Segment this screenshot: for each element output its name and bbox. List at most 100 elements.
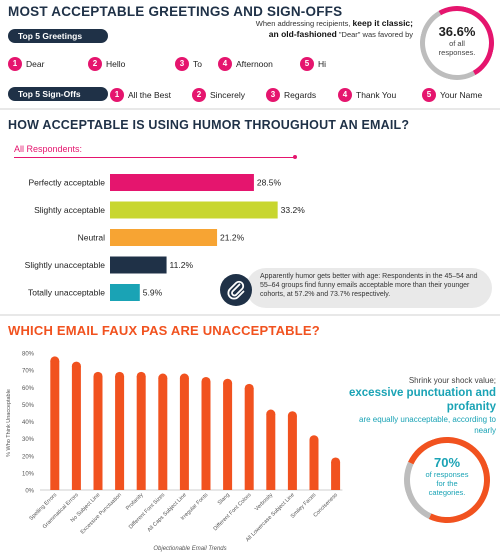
y-tick-label: 20%	[22, 454, 35, 460]
faux-pas-bar	[136, 376, 146, 490]
x-tick-label: Different Font Colors	[213, 492, 253, 532]
greetings-label: Top 5 Greetings	[8, 29, 108, 43]
faux-pas-bar-cap	[158, 373, 168, 383]
faux-pas-note-line1: Shrink your shock value;	[408, 376, 496, 385]
signoff-item: 1 All the Best	[110, 87, 171, 102]
faux-pas-bar	[93, 376, 103, 490]
y-tick-label: 80%	[22, 352, 35, 358]
faux-pas-bar-cap	[93, 371, 103, 381]
divider-2	[0, 314, 500, 316]
greeting-item: 5 Hi	[300, 56, 326, 71]
stat-label-seventy-2: for the	[436, 479, 458, 488]
humor-bar-chart: Perfectly acceptable 28.5% Slightly accept…	[25, 174, 306, 301]
faux-pas-bar	[71, 366, 81, 490]
humor-subtitle: All Respondents:	[14, 144, 83, 154]
signoff-rank-badge: 3	[266, 87, 280, 102]
stat-ring-content: 36.6% of all responses.	[420, 6, 494, 80]
faux-pas-note-bold: excessive punctuation and profanity	[349, 387, 496, 413]
humor-value-label: 5.9%	[143, 288, 163, 298]
stat-label-dear-2: responses.	[438, 48, 476, 57]
faux-pas-bar	[179, 378, 189, 490]
signoff-text: All the Best	[128, 89, 171, 100]
humor-category-label: Slightly unacceptable	[25, 260, 106, 270]
greeting-text: Dear	[26, 58, 45, 69]
humor-category-label: Totally unacceptable	[28, 288, 105, 298]
faux-pas-bar	[287, 415, 297, 490]
greeting-text: To	[193, 58, 202, 69]
faux-pas-note-line2: are equally unacceptable, according to n…	[359, 415, 496, 435]
humor-bar	[110, 256, 167, 274]
faux-pas-bar	[50, 360, 60, 490]
faux-pas-bar	[309, 439, 319, 490]
signoff-rank-badge: 4	[338, 87, 352, 102]
faux-pas-bar-cap	[179, 373, 189, 383]
divider-1	[0, 108, 500, 110]
signoff-item: 4 Thank You	[338, 87, 396, 102]
y-tick-label: 0%	[25, 489, 34, 495]
faux-pas-bar	[266, 414, 276, 490]
faux-pas-bar-cap	[115, 371, 125, 381]
x-tick-label: Slang	[217, 492, 231, 506]
humor-value-label: 28.5%	[257, 178, 282, 188]
faux-pas-bar-cap	[71, 361, 81, 371]
faux-pas-bar	[158, 378, 168, 490]
classic-note-prefix: When addressing recipients,	[255, 19, 351, 28]
signoff-rank-badge: 2	[192, 87, 206, 102]
y-axis-label: % Who Think Unacceptable	[6, 389, 12, 457]
signoff-item: 5 Your Name	[422, 87, 482, 102]
greeting-text: Hi	[318, 58, 327, 69]
greeting-rank-badge: 3	[175, 56, 189, 71]
faux-pas-bar-cap	[244, 383, 254, 393]
greeting-rank-badge: 2	[88, 56, 102, 71]
subtitle-rule	[14, 157, 296, 158]
x-tick-label: Verbosity	[254, 492, 274, 512]
paperclip-icon	[220, 274, 252, 306]
signoff-text: Sincerely	[210, 89, 245, 100]
greeting-rank-badge: 5	[300, 56, 314, 71]
stat-value-seventy: 70%	[433, 455, 461, 470]
humor-callout-text: Apparently humor gets better with age: R…	[260, 273, 478, 298]
faux-pas-bar-cap	[266, 409, 276, 419]
faux-pas-note: Shrink your shock value; excessive punct…	[346, 375, 496, 436]
humor-category-label: Neutral	[78, 233, 106, 243]
classic-note: When addressing recipients, keep it clas…	[245, 18, 413, 40]
faux-pas-bar	[223, 383, 233, 490]
faux-pas-bar	[244, 388, 254, 490]
y-tick-label: 70%	[22, 369, 35, 375]
classic-note-bold: keep it classic; an old-fashioned	[268, 18, 413, 39]
y-tick-label: 50%	[22, 403, 35, 409]
x-tick-label: All Caps Subject Line	[147, 492, 188, 533]
humor-category-label: Perfectly acceptable	[28, 178, 105, 188]
greeting-text: Hello	[106, 58, 126, 69]
stat-label-dear-1: of all	[449, 39, 465, 48]
humor-value-label: 33.2%	[281, 205, 306, 215]
x-axis-label: Objectionable Email Trends	[153, 546, 226, 552]
greeting-item: 2 Hello	[88, 56, 125, 71]
y-tick-label: 10%	[22, 471, 35, 477]
subtitle-rule-dot	[293, 155, 297, 159]
classic-note-suffix: "Dear" was favored by	[338, 30, 413, 39]
greeting-item: 1 Dear	[8, 56, 44, 71]
humor-bar	[110, 284, 140, 301]
section3-title: WHICH EMAIL FAUX PAS ARE UNACCEPTABLE?	[8, 323, 320, 338]
signoff-item: 3 Regards	[266, 87, 316, 102]
signoff-text: Regards	[284, 89, 317, 100]
humor-bar	[110, 174, 254, 191]
faux-pas-bar	[201, 381, 211, 490]
stat-label-seventy-1: of responses	[425, 470, 469, 479]
greeting-text: Afternoon	[236, 58, 273, 69]
faux-pas-bar-cap	[223, 378, 233, 388]
x-tick-label: Profanity	[125, 492, 145, 512]
faux-pas-bar	[115, 376, 125, 490]
humor-value-label: 21.2%	[220, 233, 245, 243]
faux-pas-bar	[331, 461, 341, 490]
y-tick-label: 40%	[22, 420, 35, 426]
faux-pas-bar-cap	[201, 376, 211, 386]
faux-pas-bar-cap	[309, 435, 319, 445]
greeting-rank-badge: 4	[218, 56, 232, 71]
faux-pas-bar-cap	[136, 371, 146, 381]
signoff-text: Thank You	[356, 89, 397, 100]
signoff-rank-badge: 1	[110, 87, 124, 102]
section1-title: MOST ACCEPTABLE GREETINGS AND SIGN-OFFS	[8, 4, 343, 19]
greeting-rank-badge: 1	[8, 56, 22, 71]
